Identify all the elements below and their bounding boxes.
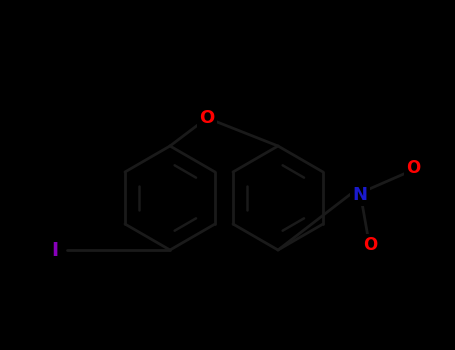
- Text: I: I: [51, 240, 59, 259]
- Text: O: O: [363, 236, 377, 254]
- Text: O: O: [199, 109, 215, 127]
- Text: N: N: [353, 186, 368, 204]
- Text: O: O: [406, 159, 420, 177]
